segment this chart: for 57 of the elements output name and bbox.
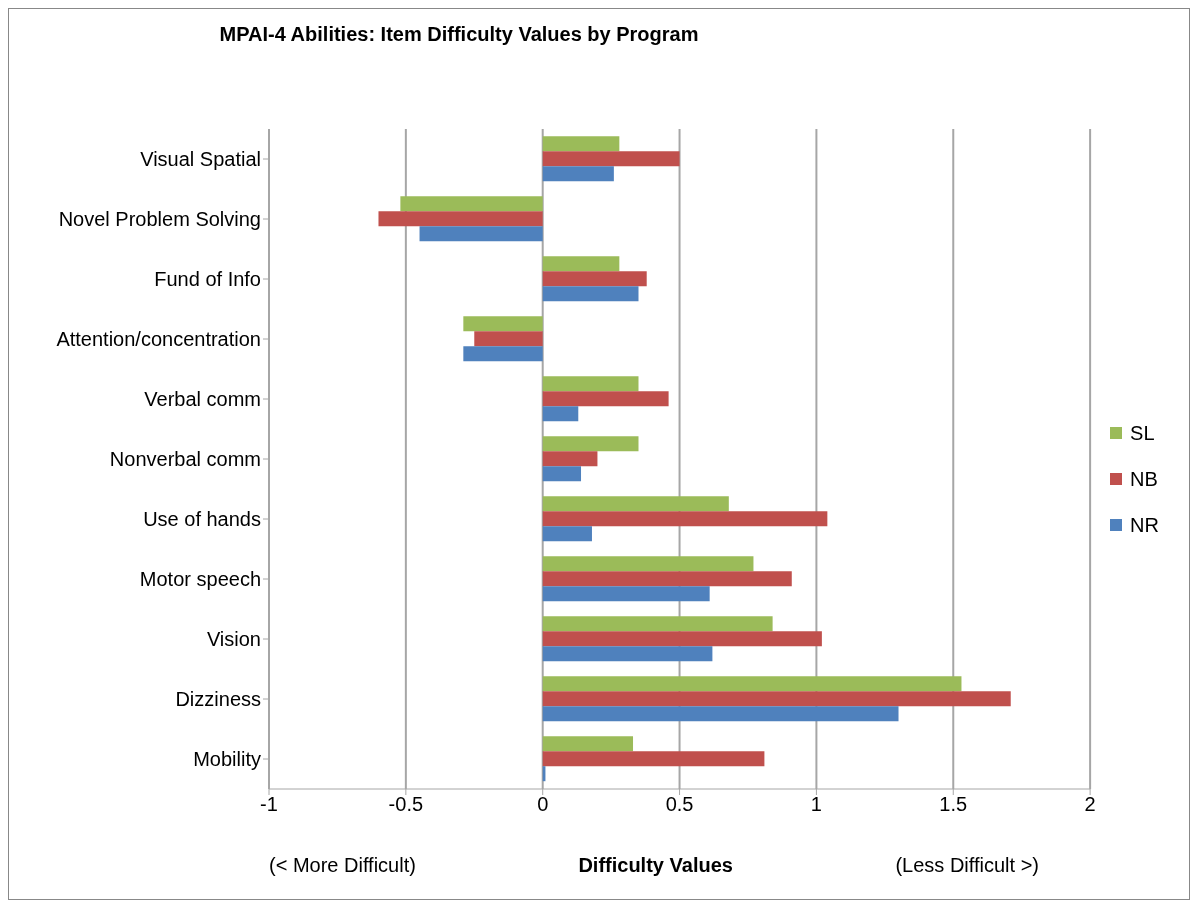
bar xyxy=(542,526,592,542)
x-tick-label: 0.5 xyxy=(665,793,694,816)
text: (< More Difficult) xyxy=(269,854,416,877)
bar xyxy=(542,631,822,647)
x-tick-label: 2 xyxy=(1084,793,1096,816)
bar xyxy=(542,571,792,587)
bar xyxy=(542,286,639,302)
y-tick-label: Vision xyxy=(206,628,261,651)
y-tick-label: Motor speech xyxy=(139,568,261,591)
bar xyxy=(474,331,543,347)
bar xyxy=(542,466,582,482)
bar xyxy=(542,271,647,287)
bar xyxy=(542,616,773,632)
x-tick-label: -0.5 xyxy=(388,793,424,816)
x-tick-label: 0 xyxy=(537,793,549,816)
legend-label: NR xyxy=(1130,513,1159,537)
x-tick-label: -1 xyxy=(260,793,278,816)
x-axis-title: Difficulty Values xyxy=(578,854,733,877)
bar xyxy=(419,226,543,242)
bar xyxy=(542,376,639,392)
bar xyxy=(542,751,765,767)
bar xyxy=(542,586,710,602)
y-tick-label: Mobility xyxy=(193,748,261,771)
y-tick-label: Nonverbal comm xyxy=(109,448,261,471)
bar xyxy=(400,196,543,212)
y-tick-label: Dizziness xyxy=(175,688,261,711)
bar xyxy=(542,706,899,722)
bar xyxy=(542,736,634,752)
y-tick-label: Use of hands xyxy=(143,508,261,531)
bar xyxy=(542,151,680,167)
bar xyxy=(542,436,639,452)
y-tick-label: Visual Spatial xyxy=(140,148,261,171)
bar xyxy=(542,556,754,572)
bar xyxy=(378,211,543,227)
bar xyxy=(463,346,543,362)
bar xyxy=(542,691,1011,707)
bar xyxy=(542,451,598,467)
bar xyxy=(542,511,828,527)
bar xyxy=(542,136,620,152)
y-tick-label: Novel Problem Solving xyxy=(58,208,261,231)
bar xyxy=(542,646,713,662)
bar xyxy=(542,406,579,422)
legend-label: NB xyxy=(1130,467,1158,491)
text: (Less Difficult >) xyxy=(895,854,1039,877)
bar xyxy=(542,256,620,272)
bar xyxy=(463,316,543,332)
x-tick-label: 1 xyxy=(810,793,822,816)
y-tick-label: Attention/concentration xyxy=(56,328,261,351)
legend-label: SL xyxy=(1130,421,1155,445)
chart-title: MPAI-4 Abilities: Item Difficulty Values by Program xyxy=(218,23,700,46)
y-tick-label: Verbal comm xyxy=(144,388,261,411)
bar xyxy=(542,391,669,407)
bar xyxy=(542,676,962,692)
x-tick-label: 1.5 xyxy=(939,793,968,816)
y-tick-label: Fund of Info xyxy=(154,268,261,291)
bar xyxy=(542,496,729,512)
bar xyxy=(542,166,614,182)
